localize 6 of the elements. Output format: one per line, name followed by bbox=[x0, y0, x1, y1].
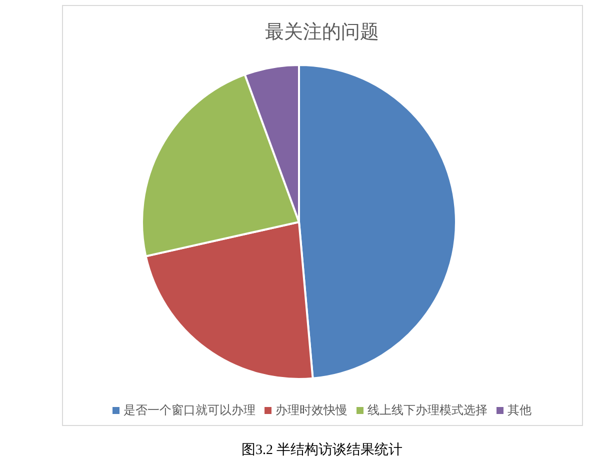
chart-title: 最关注的问题 bbox=[265, 21, 379, 43]
legend-label: 是否一个窗口就可以办理 bbox=[124, 403, 256, 417]
legend-label: 线上线下办理模式选择 bbox=[368, 403, 488, 417]
caption: 图3.2 半结构访谈结果统计 bbox=[242, 442, 402, 458]
legend-label: 其他 bbox=[508, 403, 532, 417]
legend-label: 办理时效快慢 bbox=[276, 403, 348, 417]
